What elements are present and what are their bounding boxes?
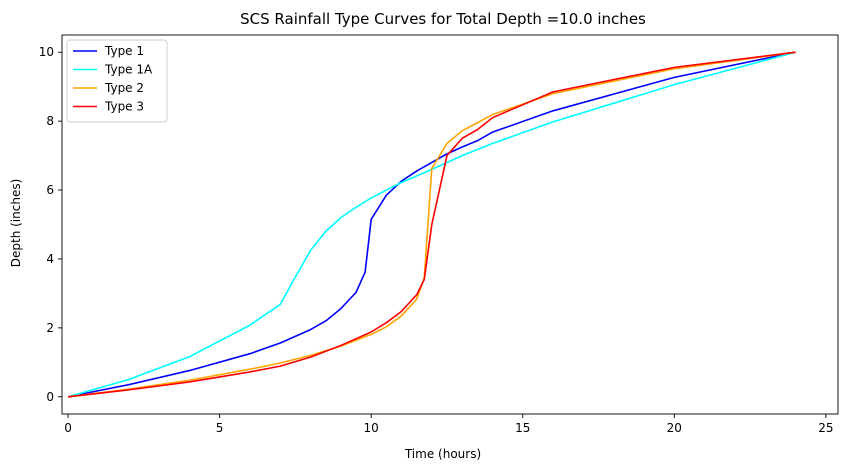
series-line-type-3 bbox=[67, 51, 796, 398]
axes-frame bbox=[61, 34, 839, 415]
y-axis-label: Depth (inches) bbox=[9, 179, 23, 268]
series-line-type-1a bbox=[67, 51, 796, 398]
y-tick-label: 4 bbox=[46, 252, 54, 266]
legend-label-type-3: Type 3 bbox=[104, 100, 144, 114]
x-tick-label: 20 bbox=[667, 421, 682, 435]
series-line-type-2 bbox=[67, 51, 796, 398]
y-tick-label: 0 bbox=[46, 390, 54, 404]
x-tick-label: 15 bbox=[515, 421, 530, 435]
plot-area: 0 5 10 15 20 25 0 2 4 6 8 10 bbox=[39, 34, 839, 435]
x-tick-label: 25 bbox=[818, 421, 833, 435]
chart-title: SCS Rainfall Type Curves for Total Depth… bbox=[240, 10, 646, 28]
y-tick-label: 10 bbox=[39, 45, 54, 59]
y-tick-label: 6 bbox=[46, 183, 54, 197]
y-tick-label: 2 bbox=[46, 321, 54, 335]
legend-label-type-2: Type 2 bbox=[104, 81, 144, 95]
y-tick-label: 8 bbox=[46, 114, 54, 128]
series-line-type-1 bbox=[67, 51, 796, 398]
x-tick-label: 10 bbox=[364, 421, 379, 435]
legend: Type 1 Type 1A Type 2 Type 3 bbox=[66, 39, 168, 123]
x-tick-label: 5 bbox=[216, 421, 224, 435]
legend-box bbox=[66, 39, 168, 123]
legend-label-type-1a: Type 1A bbox=[104, 63, 153, 77]
legend-label-type-1: Type 1 bbox=[104, 44, 144, 58]
x-axis-label: Time (hours) bbox=[404, 447, 481, 461]
x-tick-label: 0 bbox=[64, 421, 72, 435]
